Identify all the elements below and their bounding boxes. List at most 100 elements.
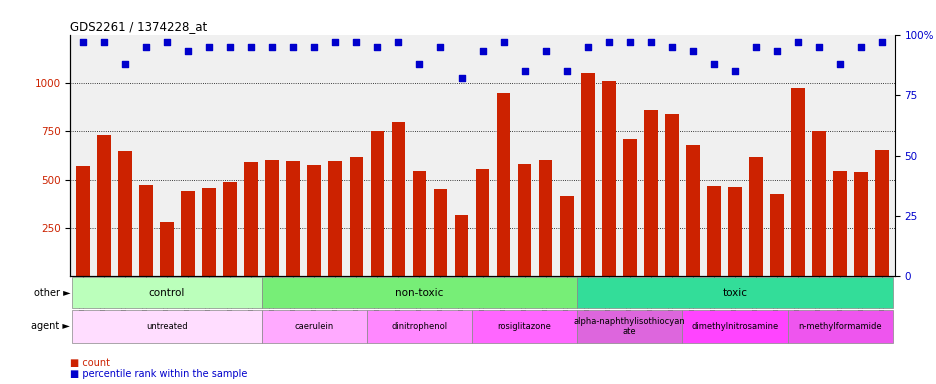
Bar — [244, 162, 257, 276]
Point — [643, 39, 658, 45]
Text: ■ percentile rank within the sample: ■ percentile rank within the sample — [70, 369, 247, 379]
Point — [454, 75, 469, 81]
Bar — [286, 161, 300, 276]
Bar — [475, 169, 489, 276]
Bar — [496, 93, 510, 276]
Text: alpha-naphthylisothiocyan
ate: alpha-naphthylisothiocyan ate — [574, 317, 685, 336]
Bar — [601, 81, 615, 276]
Point — [201, 44, 216, 50]
Point — [243, 44, 258, 50]
Point — [390, 39, 405, 45]
Bar — [707, 185, 720, 276]
Point — [159, 39, 174, 45]
Bar — [538, 161, 552, 276]
Bar — [874, 150, 888, 276]
Point — [348, 39, 363, 45]
Bar — [854, 172, 867, 276]
Bar — [622, 139, 636, 276]
Point — [117, 61, 132, 67]
Text: other ►: other ► — [34, 288, 70, 298]
Text: non-toxic: non-toxic — [395, 288, 443, 298]
Text: caerulein: caerulein — [294, 322, 333, 331]
Bar — [202, 189, 215, 276]
Point — [412, 61, 427, 67]
Bar — [577, 277, 892, 308]
Bar — [577, 310, 681, 343]
Text: agent ►: agent ► — [32, 321, 70, 331]
Point — [432, 44, 447, 50]
Point — [811, 44, 826, 50]
Point — [559, 68, 574, 74]
Bar — [72, 277, 261, 308]
Point — [475, 48, 490, 55]
Bar — [72, 310, 261, 343]
Bar — [749, 157, 762, 276]
Bar — [329, 161, 342, 276]
Bar — [391, 122, 404, 276]
Point — [96, 39, 111, 45]
Bar — [472, 310, 577, 343]
Point — [517, 68, 532, 74]
Bar — [681, 310, 787, 343]
Bar — [223, 182, 237, 276]
Point — [726, 68, 741, 74]
Point — [223, 44, 238, 50]
Bar — [433, 189, 446, 276]
Point — [664, 44, 679, 50]
Bar — [139, 185, 153, 276]
Point — [139, 44, 154, 50]
Text: untreated: untreated — [146, 322, 187, 331]
Point — [285, 44, 300, 50]
Point — [684, 48, 699, 55]
Text: dinitrophenol: dinitrophenol — [391, 322, 447, 331]
Bar — [367, 310, 472, 343]
Bar — [790, 88, 804, 276]
Bar — [787, 310, 892, 343]
Point — [768, 48, 783, 55]
Bar — [665, 114, 678, 276]
Bar — [769, 194, 783, 276]
Bar — [307, 165, 321, 276]
Bar — [518, 164, 531, 276]
Point — [537, 48, 552, 55]
Bar — [118, 151, 132, 276]
Text: control: control — [149, 288, 185, 298]
Point — [790, 39, 805, 45]
Bar — [261, 277, 577, 308]
Text: toxic: toxic — [722, 288, 747, 298]
Point — [853, 44, 868, 50]
Bar — [261, 310, 367, 343]
Point — [579, 44, 594, 50]
Point — [874, 39, 889, 45]
Bar — [559, 196, 573, 276]
Point — [832, 61, 847, 67]
Bar — [643, 110, 657, 276]
Text: GDS2261 / 1374228_at: GDS2261 / 1374228_at — [70, 20, 207, 33]
Point — [370, 44, 385, 50]
Bar — [727, 187, 741, 276]
Text: dimethylnitrosamine: dimethylnitrosamine — [691, 322, 778, 331]
Point — [495, 39, 510, 45]
Point — [181, 48, 196, 55]
Bar — [160, 222, 174, 276]
Point — [622, 39, 636, 45]
Point — [601, 39, 616, 45]
Bar — [412, 171, 426, 276]
Point — [75, 39, 90, 45]
Bar — [454, 215, 468, 276]
Bar — [97, 135, 110, 276]
Point — [328, 39, 343, 45]
Bar — [685, 145, 699, 276]
Text: n-methylformamide: n-methylformamide — [797, 322, 881, 331]
Point — [706, 61, 721, 67]
Bar — [265, 161, 279, 276]
Point — [748, 44, 763, 50]
Bar — [181, 191, 195, 276]
Point — [265, 44, 280, 50]
Bar — [580, 73, 594, 276]
Text: ■ count: ■ count — [70, 358, 110, 368]
Bar — [370, 131, 384, 276]
Bar — [349, 157, 363, 276]
Text: rosiglitazone: rosiglitazone — [497, 322, 551, 331]
Bar — [76, 166, 90, 276]
